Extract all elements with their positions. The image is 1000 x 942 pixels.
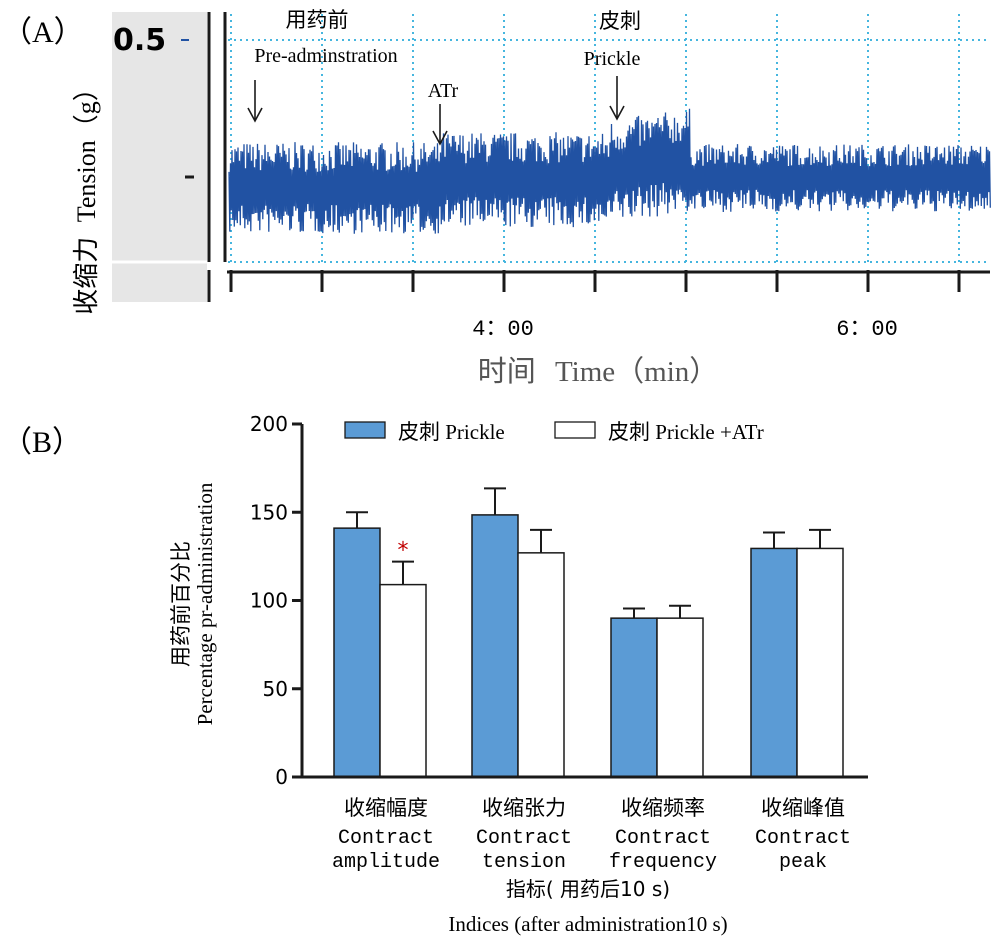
y-tick-label: 0 [275,765,288,789]
panel-a-y-axis-label: 收缩力 Tension（g） [72,75,101,314]
panel-a-x-label-en: Time（min） [555,356,718,388]
category-label: frequency [609,851,717,874]
annotation-atr: ATr [428,80,459,102]
panel-b-label: （B） [2,426,82,459]
panel-a-y-tick-label: 0.5 [113,23,166,58]
bar-prickle [471,514,519,778]
significance-marker: * [398,539,409,564]
panel-a-x-label-cn: 时间 [478,355,536,388]
bar-chart: 050100150200*收缩幅度Contractamplitude收缩张力Co… [250,412,868,874]
category-label: peak [779,851,827,874]
y-tick-label: 200 [250,412,288,436]
tension-trace [228,108,991,234]
y-tick-label: 150 [250,500,288,524]
annotation-pre-en: Pre-adminstration [254,45,397,67]
y-tick-label: 100 [250,589,288,613]
category-label: Contract [476,827,572,850]
legend-swatch [554,421,596,439]
category-label: 收缩幅度 [344,796,428,820]
panel-a-y-label-en: Tension（g） [72,75,101,222]
arrow-down-icon [247,80,263,123]
panel-a-x-tick-label: 4：00 [472,317,534,342]
panel-b-x-label-cn: 指标( 用药后10 s) [506,877,670,901]
panel-b-y-axis-label-en: Percentage pr-administration [193,482,217,725]
bar-prickle-atr [379,583,427,778]
panel-b-x-label-en: Indices (after administration10 s) [448,912,727,936]
category-label: tension [482,851,566,874]
y-tick-label: 50 [263,677,288,701]
panel-b-y-label-en: Percentage pr-administration [193,482,217,725]
recorder-axis-background [112,12,207,302]
panel-a-x-axis-label: 时间 Time（min） [478,355,719,388]
bar-prickle [750,547,798,778]
category-label: Contract [755,827,851,850]
panel-a-y-label-cn: 收缩力 [72,237,101,315]
bar-prickle [333,527,381,778]
legend-swatch [344,421,386,439]
legend-label: 皮刺 Prickle [398,420,505,444]
bar-prickle-atr [656,617,704,778]
bar-prickle-atr [796,547,844,778]
category-label: 收缩频率 [621,796,705,820]
svg-text:收缩力 Tension（g）: 收缩力 Tension（g） [72,75,101,314]
legend-label: 皮刺 Prickle +ATr [608,420,764,444]
category-label: amplitude [332,851,440,874]
panel-b-y-axis-label: 用药前百分比 [169,541,193,667]
bar-prickle-atr [517,552,565,778]
category-label: Contract [338,827,434,850]
category-label: 收缩张力 [482,796,566,820]
panel-a-label: （A） [2,16,84,49]
annotation-prickle-cn: 皮刺 [599,9,641,33]
panel-a-time-ticks [229,270,961,292]
annotation-prickle-en: Prickle [584,48,641,70]
category-label: Contract [615,827,711,850]
arrow-down-icon [432,104,448,146]
bar-prickle [610,617,658,778]
panel-a-x-tick-label: 6：00 [836,317,898,342]
panel-b-y-label-cn: 用药前百分比 [169,541,193,667]
panel-a-grid [228,14,990,263]
arrow-down-icon [609,76,625,121]
annotation-pre-cn: 用药前 [286,8,349,32]
category-label: 收缩峰值 [761,796,845,820]
